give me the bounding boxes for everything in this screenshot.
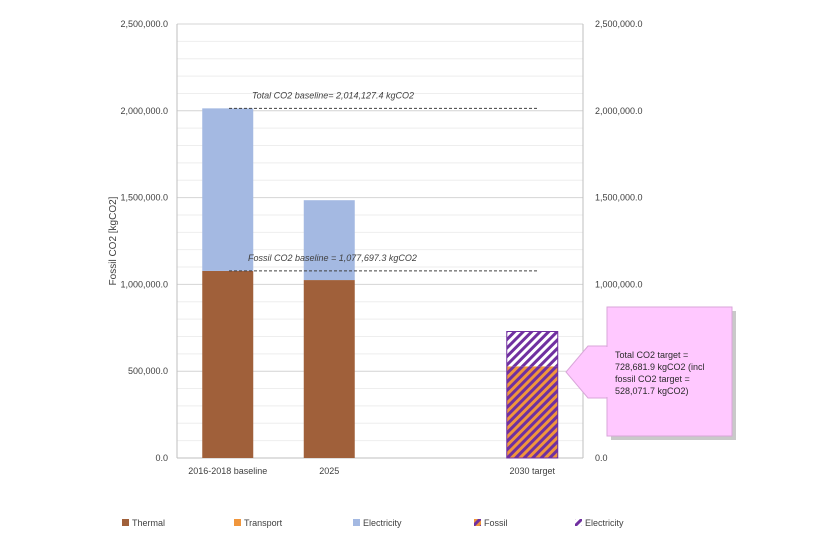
reference-lines: Total CO2 baseline= 2,014,127.4 kgCO2 Fos…	[229, 90, 537, 272]
x-category-label: 2030 target	[509, 466, 555, 476]
legend-swatch-electricity	[353, 519, 360, 526]
x-category-label: 2025	[319, 466, 339, 476]
target-callout: Total CO2 target = 728,681.9 kgCO2 (incl…	[565, 306, 736, 440]
legend-label-transport: Transport	[244, 518, 283, 528]
y-tick-label-left: 0.0	[155, 453, 168, 463]
legend: Thermal Transport Electricity Fossil Ele…	[122, 518, 624, 528]
bar-thermal-1	[303, 280, 355, 458]
legend-swatch-fossil	[474, 519, 481, 526]
y-tick-label-left: 2,500,000.0	[120, 19, 168, 29]
legend-label-electricity: Electricity	[363, 518, 402, 528]
bars	[202, 108, 559, 459]
callout-line-4: 528,071.7 kgCO2)	[615, 386, 689, 396]
bar-electricity-1	[303, 200, 355, 281]
y-tick-label-right: 0.0	[595, 453, 608, 463]
bar-electricity-3	[506, 331, 558, 367]
bar-outline-3	[506, 331, 559, 459]
y-tick-label-right: 2,500,000.0	[595, 19, 643, 29]
legend-swatch-electricity-target	[575, 519, 582, 526]
legend-swatch-transport	[234, 519, 241, 526]
legend-swatch-thermal	[122, 519, 129, 526]
callout-line-1: Total CO2 target =	[615, 350, 688, 360]
y-tick-label-right: 1,000,000.0	[595, 279, 643, 289]
y-tick-label-left: 2,000,000.0	[120, 106, 168, 116]
reference-label-1: Fossil CO2 baseline = 1,077,697.3 kgCO2	[248, 253, 417, 263]
bar-electricity-0	[202, 108, 254, 271]
y-tick-label-left: 1,000,000.0	[120, 279, 168, 289]
callout-line-2: 728,681.9 kgCO2 (incl	[615, 362, 705, 372]
y-tick-label-left: 500,000.0	[128, 366, 168, 376]
y-tick-label-right: 2,000,000.0	[595, 106, 643, 116]
legend-label-thermal: Thermal	[132, 518, 165, 528]
y-tick-label-right: 1,500,000.0	[595, 193, 643, 203]
legend-label-fossil: Fossil	[484, 518, 508, 528]
y-axis-label: Fossil CO2 [kgCO2]	[108, 196, 119, 285]
y-ticks-left: 0.0 500,000.0 1,000,000.0 1,500,000.0 2,000,…	[120, 19, 168, 463]
y-tick-label-left: 1,500,000.0	[120, 193, 168, 203]
callout-box	[606, 306, 733, 437]
bar-thermal-0	[202, 270, 254, 458]
legend-label-electricity-target: Electricity	[585, 518, 624, 528]
bar-fossil-3	[506, 366, 558, 458]
callout-line-3: fossil CO2 target =	[615, 374, 690, 384]
x-category-label: 2016-2018 baseline	[188, 466, 267, 476]
reference-label-0: Total CO2 baseline= 2,014,127.4 kgCO2	[252, 90, 414, 100]
category-labels: 2016-2018 baseline 2025 2030 target	[188, 466, 555, 476]
